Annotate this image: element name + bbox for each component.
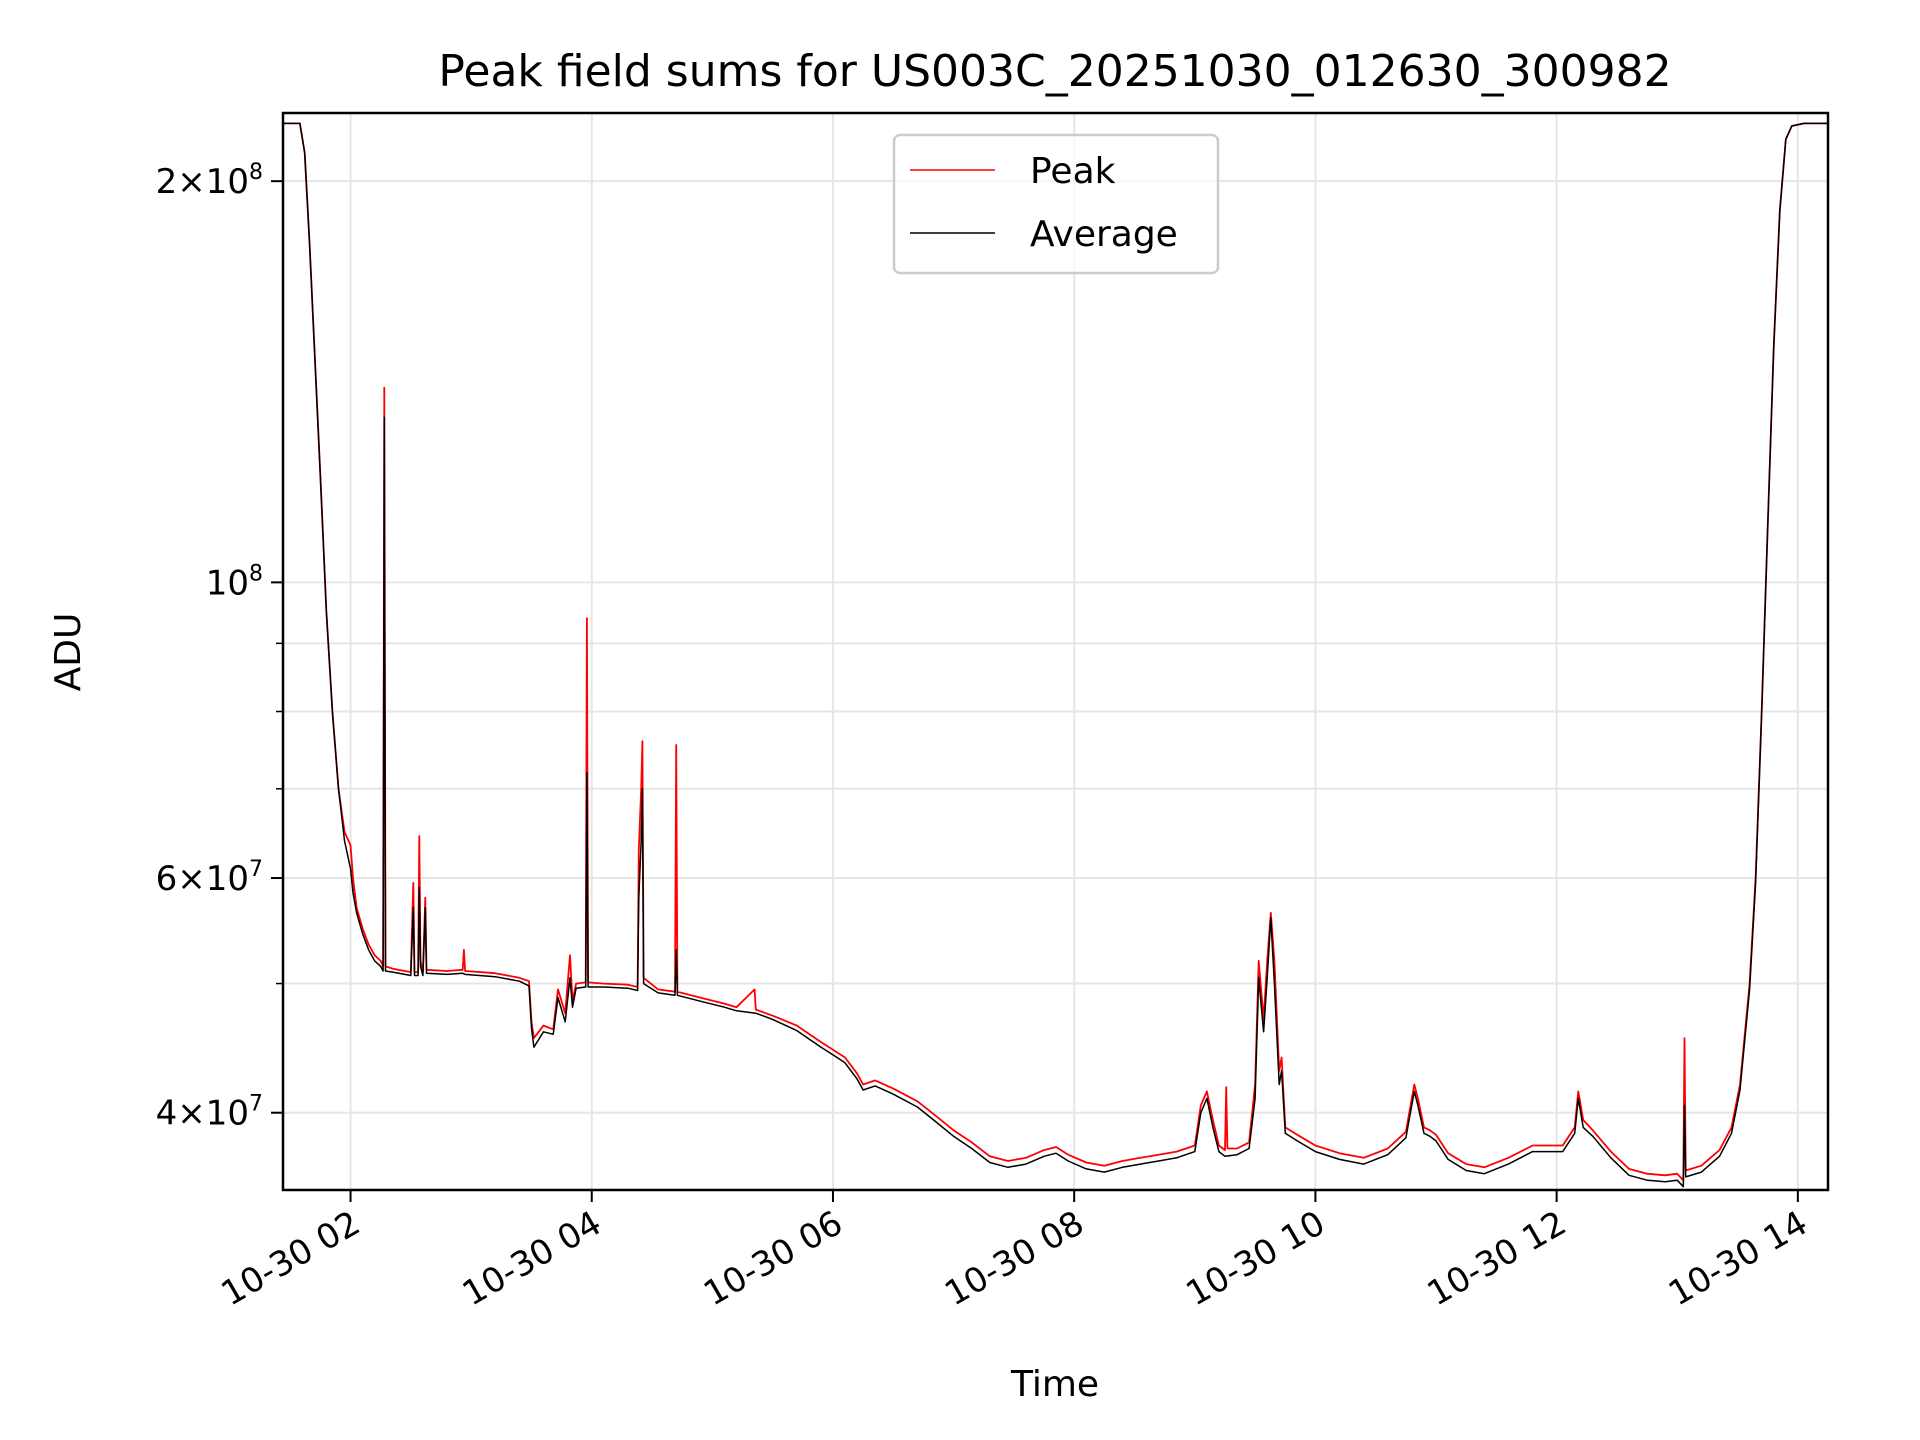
plot-frame [281,111,1830,1192]
chart-title: Peak field sums for US003C_20251030_0126… [438,46,1671,97]
legend: Peak Average [892,133,1220,275]
y-axis: 4×107 6×107 108 2×108 [156,160,283,1134]
series-line-average [283,122,1828,1188]
legend-label-peak: Peak [1030,151,1116,192]
y-tick-label: 108 [206,561,263,603]
y-axis-label: ADU [48,613,89,692]
x-axis-label: Time [1010,1364,1099,1405]
y-tick-label: 2×108 [156,160,263,202]
y-tick-label: 6×107 [156,857,263,899]
y-tick-label: 4×107 [156,1092,263,1134]
legend-label-average: Average [1030,214,1178,255]
series-layer [283,122,1828,1188]
